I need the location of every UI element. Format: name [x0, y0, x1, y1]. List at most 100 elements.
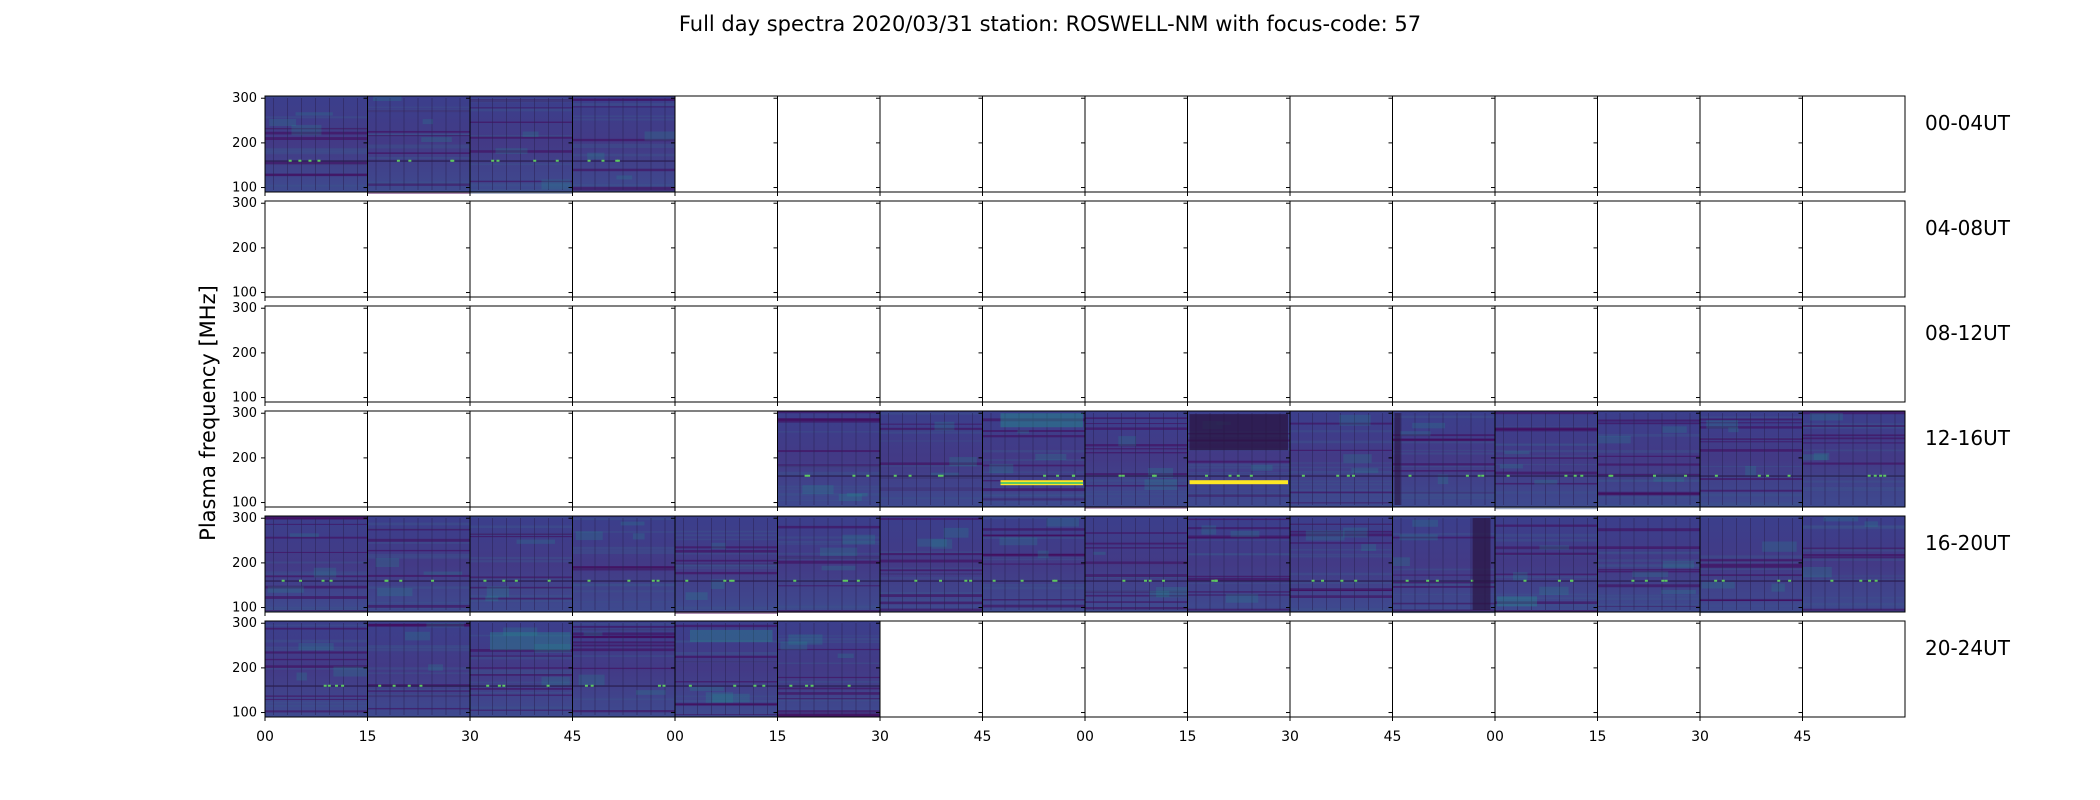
spectrum-band: [982, 516, 1085, 520]
spectrum-band: [265, 561, 368, 564]
spectrum-patch: [802, 485, 834, 495]
spectrum-band: [982, 553, 1085, 557]
x-tick-label: 00: [666, 729, 684, 745]
y-tick-label: 100: [232, 496, 257, 511]
panel-frame: [1802, 305, 1906, 403]
spectrum-band: [367, 130, 470, 133]
spectrum-band: [265, 646, 368, 649]
spectrum-band: [572, 143, 675, 147]
empty-panel: [1597, 621, 1700, 717]
spectrum-sweep: [273, 98, 274, 190]
spectrum-band: [880, 608, 983, 612]
spectrum-band: [470, 99, 573, 103]
spectrum-band: [1700, 555, 1803, 559]
spectrum-sweep: [902, 413, 903, 505]
spectrum-sweep: [1060, 413, 1062, 505]
spectrum-patch: [685, 592, 708, 600]
spectrum-band: [1700, 559, 1803, 562]
spectrum-patch: [1653, 473, 1685, 482]
spectrum-patch: [1399, 534, 1438, 541]
empty-panel: [1290, 306, 1393, 402]
spectrum-echo: [1481, 474, 1485, 477]
spectrum-band: [1597, 565, 1700, 568]
spectrum-band: [470, 163, 573, 166]
spectrum-band: [777, 560, 880, 564]
spectrum-echo: [1020, 579, 1024, 582]
panel-frame: [1802, 515, 1906, 613]
spectrum-band: [1085, 427, 1188, 430]
spectrum-band: [1495, 573, 1598, 576]
spectrum-band: [1187, 591, 1290, 593]
spectrum-echo: [1346, 474, 1350, 477]
spectrum-band: [777, 676, 880, 679]
spectrum-sweep: [315, 518, 316, 610]
spectrum-sweep: [1414, 413, 1416, 505]
spectrum-band: [265, 648, 368, 651]
spectrum-band: [982, 536, 1085, 540]
spectrum-band: [1392, 602, 1495, 605]
spectrum-sweep: [1778, 518, 1779, 610]
spectrum-line: [1700, 580, 1803, 582]
spectrum-patch: [931, 539, 953, 549]
spectrum-band: [1495, 576, 1598, 578]
spectrum-patch: [291, 124, 322, 136]
spectrum-sweep: [1647, 413, 1649, 505]
spectrum-panel: [1495, 411, 1598, 510]
spectrum-patch: [632, 533, 645, 540]
spectrum-echo: [1162, 579, 1166, 582]
spectrum-band: [777, 635, 880, 637]
spectrum-background: [265, 96, 368, 192]
spectrum-background: [470, 96, 573, 192]
spectrum-band: [1392, 452, 1495, 455]
spectrum-band: [470, 674, 573, 676]
spectrum-band: [572, 567, 675, 571]
spectrum-band: [265, 551, 368, 553]
spectrum-band: [1187, 610, 1290, 612]
empty-panel: [675, 411, 778, 507]
spectrum-echo: [1631, 579, 1635, 582]
spectrum-sweep: [301, 623, 302, 715]
spectrum-line: [367, 685, 470, 687]
spectrum-echo: [323, 684, 327, 687]
spectrum-line: [265, 685, 368, 687]
spectrum-echo: [656, 579, 660, 582]
y-tick-label: 100: [232, 391, 257, 406]
spectrum-echo: [587, 159, 591, 162]
spectrum-band: [1392, 449, 1495, 451]
spectrum-band: [1187, 583, 1290, 585]
spectrum-sweep: [636, 623, 638, 715]
spectrum-band: [265, 161, 368, 165]
spectrum-patch: [1706, 420, 1738, 429]
spectrum-echo: [688, 684, 692, 687]
spectrum-band: [265, 536, 368, 539]
spectrum-band: [367, 109, 470, 112]
spectrum-sweep: [287, 518, 288, 610]
spectrum-sweep: [459, 98, 461, 190]
spectrum-echo: [1684, 474, 1688, 477]
spectrum-sweep: [403, 623, 405, 715]
spectrum-band: [777, 641, 880, 643]
spectrum-band: [265, 163, 368, 166]
spectrum-echo: [281, 579, 285, 582]
spectrum-sweep: [1046, 518, 1048, 610]
spectrum-band: [1802, 597, 1905, 599]
spectrum-sweep: [1368, 413, 1369, 505]
spectrum-echo: [407, 684, 411, 687]
row-label: 12-16UT: [1925, 426, 2011, 450]
spectrum-sweep: [1675, 413, 1677, 505]
spectrum-echo: [335, 684, 339, 687]
spectrum-sweep: [1470, 413, 1472, 505]
spectrum-band: [572, 546, 675, 550]
spectrum-sweep: [1032, 413, 1034, 505]
y-tick-label: 200: [232, 661, 257, 676]
spectrum-sweep: [1587, 518, 1588, 610]
spectrum-patch: [711, 542, 726, 550]
spectrum-band: [1085, 594, 1188, 597]
spectrum-band: [1392, 593, 1495, 596]
spectrum-echo: [547, 579, 551, 582]
spectrum-panel: [367, 96, 470, 194]
spectrum-sweep: [1792, 413, 1793, 505]
spectrum-echo: [584, 684, 588, 687]
spectrum-band: [470, 134, 573, 137]
